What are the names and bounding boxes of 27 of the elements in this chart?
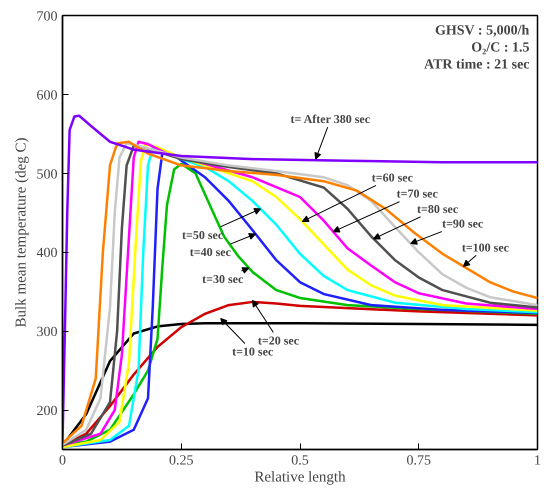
x-tick-label: 0	[59, 454, 66, 468]
x-tick-label: 1	[534, 454, 541, 468]
y-tick-label: 200	[36, 404, 58, 420]
annotation: t=40 sec	[190, 245, 232, 260]
x-tick-label: 0.25	[169, 454, 194, 468]
annotation: t=60 sec	[372, 170, 414, 184]
x-axis-title: Relative length	[254, 470, 346, 486]
annotation: t=100 sec	[462, 240, 510, 254]
annotation: t=10 sec	[232, 344, 274, 359]
annotation: t=90 sec	[442, 216, 484, 231]
annotation: t=30 sec	[202, 272, 244, 286]
annotation: t=80 sec	[417, 202, 459, 216]
annotation: ATR time : 21 sec	[424, 58, 530, 72]
x-tick-label: 0.5	[291, 454, 309, 468]
y-tick-label: 500	[36, 167, 58, 182]
x-tick-label: 0.75	[406, 454, 431, 468]
y-tick-label: 400	[36, 246, 58, 262]
annotation: t= After 380 sec	[290, 112, 371, 126]
annotation: GHSV : 5,000/h	[434, 24, 530, 38]
y-tick-label: 700	[36, 10, 58, 24]
y-axis-title: Bulk mean temperature (deg C)	[14, 138, 30, 328]
annotation: t=70 sec	[396, 186, 438, 201]
annotation: t=20 sec	[258, 333, 300, 348]
annotation: O₂/C : 1.5	[471, 40, 530, 56]
y-tick-label: 600	[36, 88, 58, 104]
y-tick-label: 300	[36, 325, 58, 340]
annotation: t=50 sec	[182, 228, 224, 242]
